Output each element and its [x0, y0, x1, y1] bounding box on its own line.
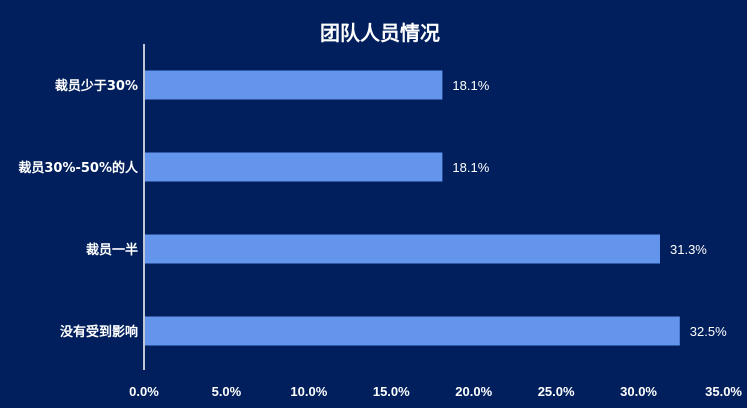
x-tick-label: 0.0%: [129, 384, 159, 399]
x-tick-label: 15.0%: [373, 384, 410, 399]
x-tick-label: 20.0%: [455, 384, 492, 399]
chart-title: 团队人员情况: [320, 21, 440, 45]
category-label: 裁员30%-50%的人: [18, 160, 139, 176]
bar: [145, 152, 443, 182]
x-axis-ticks: 0.0% 5.0% 10.0% 15.0% 20.0% 25.0% 30.0% 35.0%: [129, 384, 742, 399]
x-tick-label: 35.0%: [705, 384, 742, 399]
data-label: 18.1%: [452, 160, 489, 175]
labels-layer: 裁员少于30% 18.1% 裁员30%-50%的人 18.1% 裁员一半 31.3% 没有受…: [18, 78, 727, 340]
x-tick-label: 25.0%: [538, 384, 575, 399]
bars-layer: [145, 70, 680, 346]
bar: [145, 234, 661, 264]
data-label: 31.3%: [670, 242, 707, 257]
category-label: 裁员少于30%: [55, 78, 138, 94]
bar: [145, 70, 443, 100]
category-label: 没有受到影响: [60, 324, 138, 340]
x-tick-label: 30.0%: [620, 384, 657, 399]
bar: [145, 316, 680, 346]
data-label: 32.5%: [690, 324, 727, 339]
x-tick-label: 10.0%: [290, 384, 327, 399]
data-label: 18.1%: [452, 78, 489, 93]
category-label: 裁员一半: [86, 242, 138, 258]
x-tick-label: 5.0%: [212, 384, 242, 399]
